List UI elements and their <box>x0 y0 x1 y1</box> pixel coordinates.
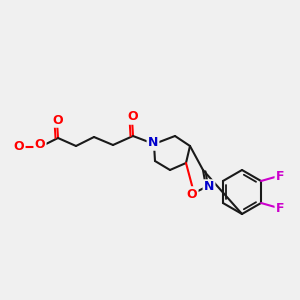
Text: F: F <box>276 169 284 182</box>
Text: O: O <box>187 188 197 200</box>
Text: O: O <box>12 140 24 154</box>
Text: O: O <box>128 110 138 124</box>
Text: O: O <box>53 113 63 127</box>
Text: N: N <box>204 181 214 194</box>
Text: N: N <box>148 136 158 149</box>
Text: O: O <box>14 140 24 152</box>
Text: O: O <box>35 139 45 152</box>
Text: F: F <box>276 202 284 214</box>
